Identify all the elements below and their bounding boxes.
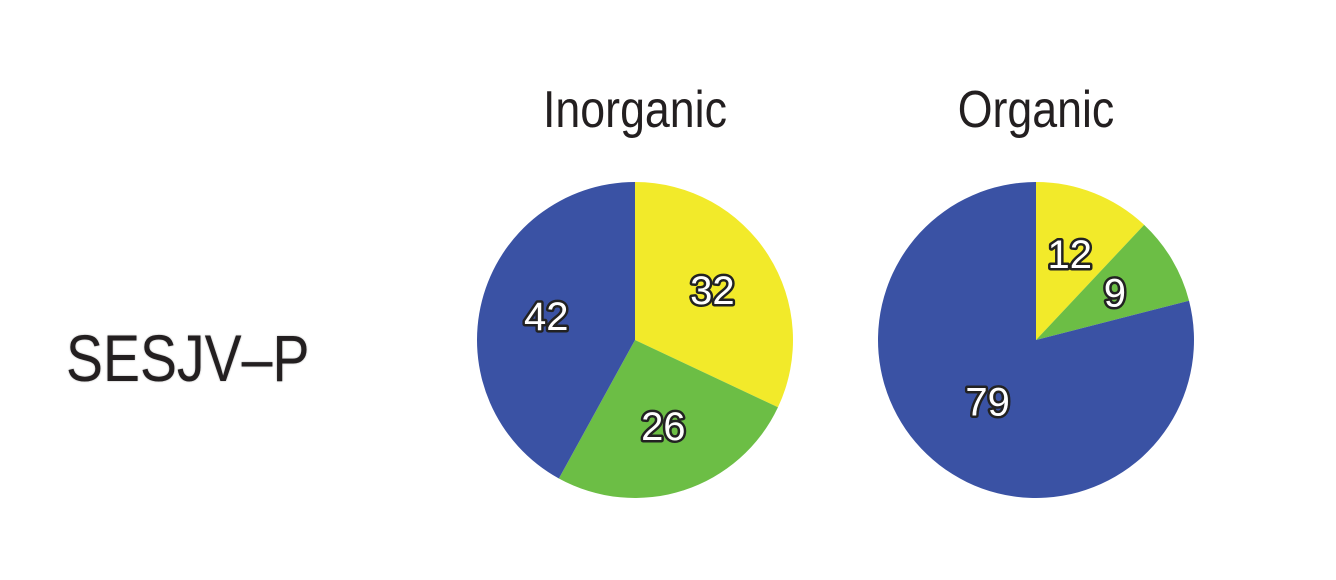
slice-label-organic-79: 79 xyxy=(965,380,1010,424)
pie-slice-inorganic-42 xyxy=(476,182,635,479)
pie-title-inorganic: Inorganic xyxy=(543,81,727,139)
pie-slice-organic-9 xyxy=(1036,224,1190,340)
organic-pie-chart: 12 9 79 xyxy=(878,182,1194,498)
slice-label-inorganic-26: 26 xyxy=(641,405,686,449)
slice-label-inorganic-42: 42 xyxy=(524,295,569,339)
pie-slice-inorganic-26 xyxy=(558,340,778,498)
pie-slice-inorganic-32 xyxy=(635,182,793,408)
pie-slice-organic-79 xyxy=(878,182,1194,498)
slice-label-organic-12: 12 xyxy=(1047,233,1092,277)
pie-slice-organic-12 xyxy=(1036,182,1145,340)
pie-title-organic: Organic xyxy=(957,81,1115,139)
inorganic-pie-panel: Inorganic 32 26 42 xyxy=(465,70,805,530)
inorganic-pie-chart: 32 26 42 xyxy=(476,182,793,498)
slice-label-organic-9: 9 xyxy=(1104,271,1126,315)
organic-pie-panel: Organic 12 9 79 xyxy=(866,70,1206,530)
row-label: SESJV–P xyxy=(66,321,310,395)
slice-label-inorganic-32: 32 xyxy=(690,269,735,313)
